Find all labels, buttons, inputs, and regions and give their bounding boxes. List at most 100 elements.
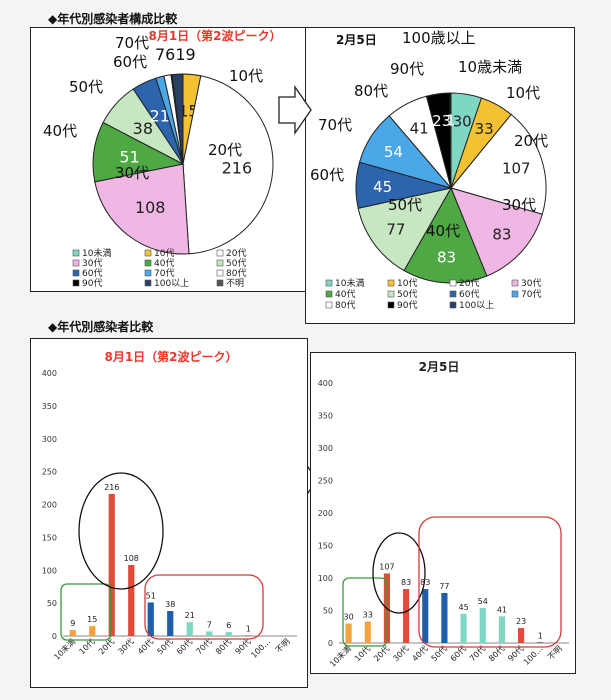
x-tick-label: 30代 (391, 643, 411, 663)
bar-value-label: 83 (401, 578, 411, 587)
bar-70代 (479, 607, 486, 643)
bar-value-label: 51 (146, 591, 156, 600)
y-tick-label: 0 (52, 632, 57, 641)
legend-swatch (449, 301, 457, 309)
bar-30代 (128, 564, 135, 636)
pie-outer-label: 40代 (43, 122, 77, 140)
y-tick-label: 350 (318, 412, 333, 421)
highlight-ellipse (372, 532, 426, 614)
bar-50代 (441, 592, 448, 643)
pie-value-label: 51 (119, 147, 139, 166)
pie-outer-label: 90代 (390, 60, 424, 78)
bar-value-label: 216 (104, 483, 119, 492)
legend-swatch (449, 279, 457, 287)
legend-swatch (387, 290, 395, 298)
pie-value-label: 30 (453, 113, 472, 131)
bar-value-label: 33 (363, 611, 373, 620)
x-tick-label: 60代 (448, 643, 468, 663)
bar-40代 (422, 589, 429, 643)
pie-outer-label: 10代 (506, 84, 540, 102)
pie-value-label: 45 (373, 178, 392, 196)
legend-entry: 80代 (226, 268, 246, 279)
legend-entry: 90代 (397, 300, 417, 311)
pie-outer-label: 30代 (502, 196, 536, 214)
legend-entry: 20代 (226, 248, 246, 259)
pie-value-label: 77 (386, 221, 405, 239)
bar-10未満 (345, 623, 352, 643)
pie-value-label: 83 (437, 248, 456, 266)
bar-value-label: 108 (124, 554, 139, 563)
bar-value-label: 7 (207, 620, 212, 629)
x-tick-label: 不明 (274, 637, 292, 655)
y-tick-label: 150 (318, 542, 333, 551)
legend-entry: 80代 (335, 300, 355, 311)
pie-value-label: 23 (432, 112, 451, 130)
pie-outer-label: 60代 (113, 53, 147, 71)
legend-swatch (72, 269, 80, 277)
legend-entry: 60代 (82, 268, 102, 279)
pie-value-label: 21 (150, 106, 170, 125)
legend-swatch (144, 269, 152, 277)
pie-slice-50代 (357, 187, 452, 272)
legend-entry: 30代 (82, 258, 102, 269)
y-tick-label: 200 (318, 509, 333, 518)
x-tick-label: 70代 (467, 643, 487, 663)
pie-chart-feb: 2月5日 30 33 107 83 83 77 45 54 41 23 1 100歳以上 10歳未満 10代… (305, 27, 575, 324)
y-tick-label: 0 (328, 639, 333, 648)
legend-swatch (72, 249, 80, 257)
highlight-ellipse (78, 472, 164, 590)
x-tick-label: 30代 (116, 636, 136, 656)
bar-value-label: 21 (185, 611, 195, 620)
bar-10未満 (69, 630, 76, 636)
pie-outer-label: 60代 (310, 166, 344, 184)
legend-swatch (511, 290, 519, 298)
pie-slice-100以上 (171, 73, 184, 165)
highlight-box-red (144, 574, 264, 640)
pie-slice-100歳以上 (449, 92, 452, 189)
bar-10代 (364, 621, 371, 643)
y-tick-label: 350 (42, 402, 57, 411)
pie-outer-label: 20代 (514, 132, 548, 150)
bar-90代 (518, 628, 525, 643)
legend-swatch (72, 259, 80, 267)
bar-feb-title: 2月5日 (419, 360, 460, 374)
legend-swatch (144, 259, 152, 267)
pie-outer-label: 50代 (69, 78, 103, 96)
legend-swatch (325, 301, 333, 309)
pie-outer-label: 10代 (229, 67, 263, 85)
pie-outer-label: 40代 (426, 222, 460, 240)
bar-value-label: 41 (497, 605, 507, 614)
bar-value-label: 6 (226, 621, 231, 630)
bar-20代 (108, 493, 115, 636)
pie-outer-label: 70代 (318, 116, 352, 134)
pie-chart-aug: 8月1日（第2波ピーク） 15 216 108 51 38 21 70代 60代 50代 40代 30… (30, 27, 308, 292)
bar-chart-feb: 2月5日 0 50 100 150 200 250 300 350 400 30 10未満 33 10代 1… (310, 352, 576, 674)
bar-value-label: 9 (70, 619, 75, 628)
pie-slice-20代 (450, 113, 547, 215)
legend-entry: 70代 (154, 268, 174, 279)
composition-section-title: ◆年代別感染者構成比較 (48, 12, 178, 26)
pie-value-label: 33 (475, 120, 494, 138)
bar-value-label: 107 (379, 562, 394, 571)
legend-entry: 10代 (154, 248, 174, 259)
pie-outer-label: 100歳以上 (402, 29, 476, 47)
legend-swatch (449, 290, 457, 298)
legend-swatch (72, 279, 80, 287)
legend-entry: 不明 (226, 278, 244, 289)
y-tick-label: 200 (42, 501, 57, 510)
pie-slice-20代 (182, 75, 274, 255)
arrow-right-icon (278, 85, 312, 135)
bar-40代 (147, 602, 154, 636)
pie-chart-feb-svg: 2月5日 30 33 107 83 83 77 45 54 41 231 100歳以上 10歳未満 10代… (310, 29, 548, 311)
pie-value-label: 41 (410, 119, 429, 137)
pie-outer-label: 30代 (115, 164, 149, 182)
pie-aug-title: 8月1日（第2波ピーク） (148, 28, 281, 43)
y-tick-label: 400 (42, 369, 57, 378)
bar-aug-title: 8月1日（第2波ピーク） (104, 349, 237, 364)
y-tick-label: 400 (318, 379, 333, 388)
y-tick-label: 300 (42, 435, 57, 444)
bar-60代 (460, 613, 467, 643)
legend-swatch (325, 279, 333, 287)
y-tick-label: 250 (318, 477, 333, 486)
bar-10代 (89, 626, 96, 636)
